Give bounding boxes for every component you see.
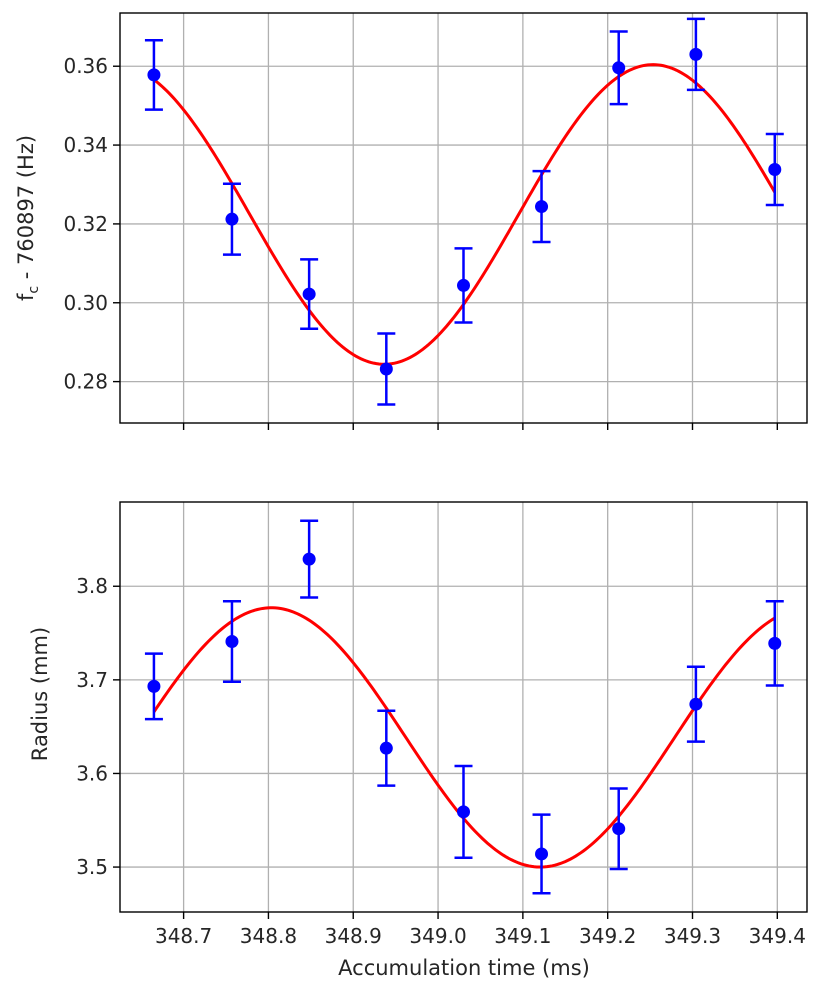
data-point: [147, 679, 161, 693]
y-tick-label: 0.36: [63, 54, 108, 78]
frequency-plot-frame: [119, 12, 808, 424]
frequency-y-axis-label: fc - 760897 (Hz): [14, 135, 42, 301]
y-tick-label: 3.5: [76, 855, 108, 879]
y-tick-label: 3.8: [76, 574, 108, 598]
x-tick-label: 349.0: [409, 924, 466, 948]
data-point: [302, 552, 316, 566]
data-point: [225, 212, 239, 226]
data-point: [535, 200, 549, 214]
y-tick-label: 3.6: [76, 761, 108, 785]
x-tick-label: 348.7: [155, 924, 212, 948]
x-tick-label: 348.9: [325, 924, 382, 948]
y-tick-label: 0.28: [63, 370, 108, 394]
radius-plot-frame: [119, 501, 808, 913]
x-tick-label: 349.4: [749, 924, 806, 948]
data-point: [689, 697, 703, 711]
data-point: [689, 47, 703, 61]
data-point: [379, 362, 393, 376]
data-point: [302, 287, 316, 301]
y-tick-label: 0.34: [63, 133, 108, 157]
frequency-panel: 0.28 0.30 0.32 0.34 0.36: [63, 12, 808, 430]
frequency-y-axis-label-subscript: c: [26, 286, 42, 294]
y-tick-label: 0.30: [63, 291, 108, 315]
radius-y-axis-label: Radius (mm): [28, 627, 52, 761]
radius-panel: 3.5 3.6 3.7 3.8 348.7 348.8 348.9 349.0 349.1 349…: [76, 501, 808, 948]
x-axis-label: Accumulation time (ms): [338, 956, 590, 980]
x-tick-label: 349.3: [664, 924, 721, 948]
data-point: [457, 278, 470, 292]
data-point: [457, 805, 470, 819]
y-tick-label: 0.32: [63, 212, 108, 236]
data-point: [768, 163, 782, 177]
data-point: [147, 68, 161, 82]
y-tick-label: 3.7: [76, 668, 108, 692]
frequency-y-axis-label-main: f: [14, 293, 38, 301]
data-point: [612, 822, 626, 836]
data-point: [535, 847, 549, 861]
data-point: [612, 61, 626, 75]
x-tick-label: 349.2: [579, 924, 636, 948]
frequency-y-axis-label-rest: - 760897 (Hz): [14, 135, 38, 286]
data-point: [379, 741, 393, 755]
data-point: [225, 634, 239, 648]
x-tick-label: 348.8: [240, 924, 297, 948]
data-point: [768, 636, 782, 650]
x-tick-label: 349.1: [494, 924, 551, 948]
